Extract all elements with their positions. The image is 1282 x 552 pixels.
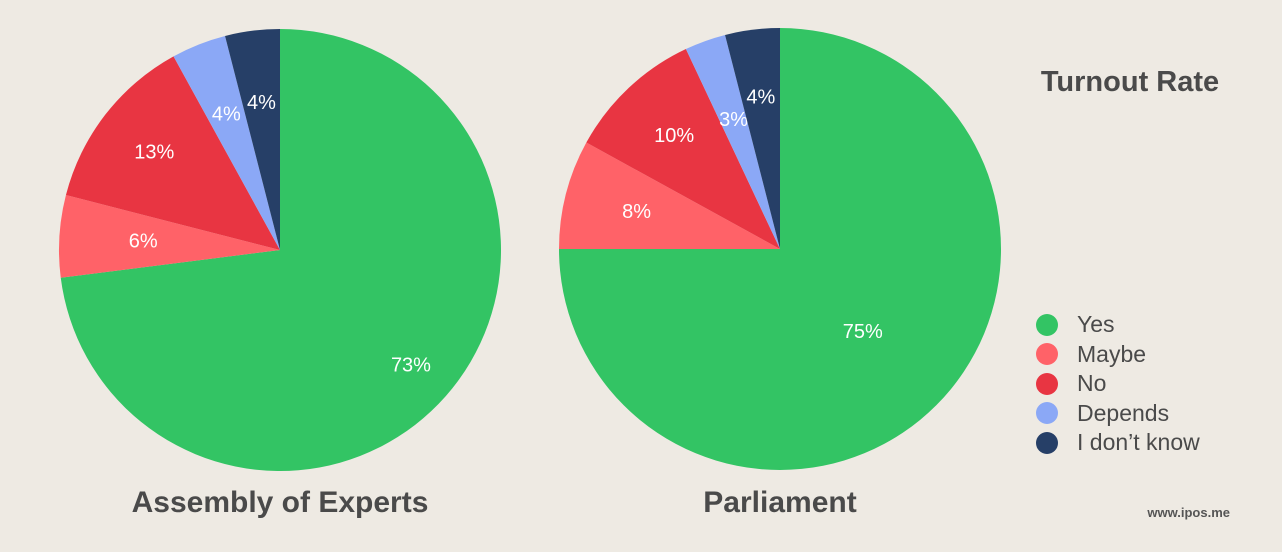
legend-item-no: No xyxy=(1036,369,1200,399)
pie-title-parliament: Parliament xyxy=(703,486,857,519)
data-label-parliament-i-don-t-know: 4% xyxy=(746,87,775,109)
data-label-parliament-no: 10% xyxy=(654,125,694,147)
legend-swatch-yes xyxy=(1036,313,1058,336)
legend-label-depends: Depends xyxy=(1077,399,1170,426)
chart-title: Turnout Rate xyxy=(1040,66,1220,98)
legend-item-depends: Depends xyxy=(1036,399,1200,429)
legend-item-maybe: Maybe xyxy=(1036,340,1200,370)
pie-slice-assembly-of-experts-no xyxy=(65,56,281,250)
legend-swatch-maybe xyxy=(1036,343,1058,366)
pie-slice-assembly-of-experts-depends xyxy=(173,35,280,251)
data-label-assembly-of-experts-depends: 4% xyxy=(212,103,241,125)
legend: Yes Maybe No Depends I don’t know xyxy=(1036,310,1200,458)
data-label-parliament-maybe: 8% xyxy=(622,201,651,223)
pie-slice-parliament-no xyxy=(586,49,780,250)
pie-assembly-of-experts: 73% 6% 13% 4% 4% xyxy=(59,29,501,471)
legend-swatch-i-dont-know xyxy=(1036,431,1058,454)
legend-label-no: No xyxy=(1077,370,1107,397)
legend-item-yes: Yes xyxy=(1036,310,1200,340)
data-label-assembly-of-experts-maybe: 6% xyxy=(129,230,158,252)
pie-parliament: 75% 8% 10% 3%4% xyxy=(559,28,1001,470)
legend-swatch-no xyxy=(1036,372,1058,395)
data-label-assembly-of-experts-yes: 73% xyxy=(391,354,431,376)
pie-slice-parliament-depends xyxy=(685,34,780,250)
legend-item-i-dont-know: I don’t know xyxy=(1036,428,1200,458)
source-label: www.ipos.me xyxy=(1147,505,1230,520)
pie-title-assembly-of-experts: Assembly of Experts xyxy=(131,486,429,519)
legend-label-maybe: Maybe xyxy=(1077,340,1147,367)
legend-label-yes: Yes xyxy=(1077,311,1115,338)
data-label-assembly-of-experts-i-don-t-know: 4% xyxy=(247,92,276,114)
data-label-parliament-depends: 3% xyxy=(719,109,748,131)
pie-slice-assembly-of-experts-i-don-t-know xyxy=(225,29,280,250)
legend-label-i-dont-know: I don’t know xyxy=(1077,429,1200,456)
data-label-parliament-yes: 75% xyxy=(843,321,883,343)
pie-slice-parliament-maybe xyxy=(559,142,780,249)
data-label-assembly-of-experts-no: 13% xyxy=(134,141,174,163)
pie-slice-parliament-i-don-t-know xyxy=(725,28,780,249)
pie-slice-assembly-of-experts-maybe xyxy=(59,195,281,278)
legend-swatch-depends xyxy=(1036,402,1058,425)
pie-slice-assembly-of-experts-yes xyxy=(60,29,501,471)
